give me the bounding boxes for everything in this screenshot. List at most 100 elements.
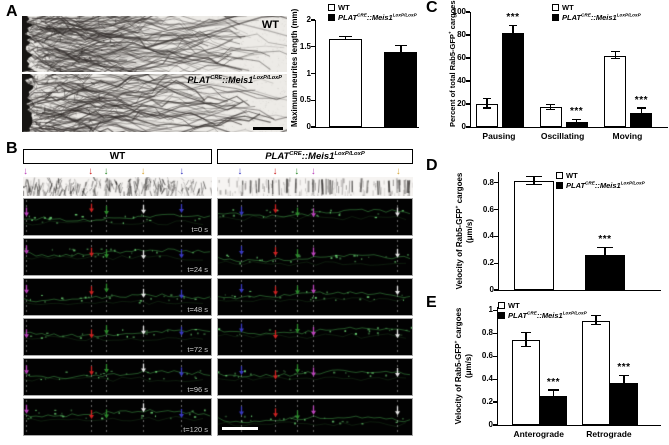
y-tick bbox=[494, 208, 498, 211]
y-tick-label: 1.5 bbox=[299, 41, 311, 51]
y-tick-label: 0.2 bbox=[482, 258, 494, 268]
error-bar-cap bbox=[520, 332, 532, 334]
timelapse-frame-mutant bbox=[217, 358, 413, 396]
legend-swatch-mutant-icon bbox=[328, 13, 335, 21]
significance-marker: *** bbox=[598, 234, 612, 246]
legend-label-mutant: PLATCRE::Meis1LoxP/LoxP bbox=[566, 180, 645, 190]
bar-wt bbox=[512, 340, 540, 425]
y-tick bbox=[311, 72, 315, 75]
y-tick bbox=[493, 401, 497, 403]
down-arrow-icon: ↓ bbox=[88, 166, 94, 177]
timelapse-frame-mutant bbox=[217, 198, 413, 236]
y-tick bbox=[493, 355, 497, 357]
y-tick bbox=[466, 57, 470, 59]
y-tick-label: 20 bbox=[457, 99, 466, 108]
legend-swatch-wt-icon bbox=[556, 172, 563, 180]
legend-swatch-wt-icon bbox=[552, 4, 559, 12]
micrograph-mutant: PLATCRE::Meis1LoxP/LoxP bbox=[22, 74, 287, 132]
legend: WT PLATCRE::Meis1LoxP/LoxP bbox=[328, 4, 417, 23]
y-tick bbox=[494, 262, 498, 264]
timelapse-frame-image bbox=[218, 279, 412, 315]
y-axis-label: Velocity of Rab5-GFP+ cargoes (μm/s) bbox=[454, 307, 473, 425]
y-tick bbox=[493, 378, 497, 380]
legend-item-wt: WT bbox=[556, 172, 645, 180]
y-tick-label: 0.8 bbox=[482, 177, 494, 187]
down-arrow-icon: ↓ bbox=[294, 166, 300, 177]
error-bar-cap bbox=[611, 51, 620, 53]
timelapse-frame-image bbox=[24, 399, 211, 435]
y-tick-label: 0 bbox=[461, 122, 466, 131]
error-bar-cap bbox=[339, 39, 352, 41]
bar-wt bbox=[604, 55, 627, 127]
y-tick bbox=[466, 126, 470, 128]
legend-item-mutant: PLATCRE::Meis1LoxP/LoxP bbox=[498, 310, 587, 320]
error-bar-cap bbox=[394, 44, 408, 46]
timelapse-frame-wt: t=72 s bbox=[23, 318, 212, 356]
down-arrow-icon: ↓ bbox=[237, 166, 243, 177]
error-bar bbox=[344, 37, 347, 41]
timelapse-frame-wt: t=48 s bbox=[23, 278, 212, 316]
timelapse-frame-image bbox=[24, 279, 211, 315]
y-tick bbox=[311, 19, 315, 21]
x-category-label: Anterograde bbox=[513, 429, 564, 439]
plot-area bbox=[315, 20, 419, 128]
error-bar bbox=[575, 120, 578, 125]
bar-mutant bbox=[610, 382, 638, 425]
legend-item-mutant: PLATCRE::Meis1LoxP/LoxP bbox=[556, 180, 645, 190]
error-bar-cap bbox=[597, 247, 613, 249]
error-bar bbox=[640, 108, 642, 118]
y-tick-label: 100 bbox=[452, 7, 466, 16]
y-tick-label: 0.6 bbox=[481, 351, 493, 361]
error-bar-cap bbox=[546, 108, 555, 110]
y-tick-label: 1 bbox=[488, 305, 493, 315]
legend-swatch-wt-icon bbox=[328, 4, 335, 12]
y-tick-label: 0.8 bbox=[481, 328, 493, 338]
panel-e-label: E bbox=[426, 294, 437, 311]
error-bar-cap bbox=[526, 184, 542, 186]
legend-label-wt: WT bbox=[562, 3, 574, 12]
plot-area: *** *** *** bbox=[470, 12, 668, 128]
time-label: t=72 s bbox=[187, 344, 208, 354]
x-category-label: Retrograde bbox=[586, 429, 632, 439]
error-bar-cap bbox=[590, 324, 602, 326]
time-label: t=120 s bbox=[183, 424, 208, 434]
legend-swatch-mutant-icon bbox=[552, 13, 559, 21]
timelapse-frame-wt: t=0 s bbox=[23, 198, 212, 236]
timelapse-frame-image bbox=[218, 319, 412, 355]
time-label: t=96 s bbox=[187, 384, 208, 394]
legend-item-mutant: PLATCRE::Meis1LoxP/LoxP bbox=[328, 12, 417, 22]
y-tick bbox=[494, 182, 498, 184]
y-tick-label: 0.6 bbox=[482, 204, 494, 214]
significance-marker: *** bbox=[506, 11, 520, 23]
kymograph-wt-image bbox=[23, 177, 212, 196]
error-bar bbox=[400, 45, 402, 59]
y-tick bbox=[493, 332, 497, 334]
down-arrow-icon: ↓ bbox=[140, 166, 146, 177]
legend-item-mutant: PLATCRE::Meis1LoxP/LoxP bbox=[552, 12, 641, 22]
time-label: t=24 s bbox=[187, 264, 208, 274]
y-tick-label: 80 bbox=[457, 30, 466, 39]
y-tick bbox=[466, 11, 470, 13]
significance-marker: *** bbox=[569, 106, 584, 118]
error-bar bbox=[552, 390, 554, 403]
timelapse-frame-mutant bbox=[217, 238, 413, 276]
timelapse-frame-wt: t=24 s bbox=[23, 238, 212, 276]
kymograph-mutant bbox=[217, 177, 413, 196]
y-tick bbox=[493, 424, 497, 426]
panel-c-label: C bbox=[426, 0, 438, 16]
legend-swatch-wt-icon bbox=[498, 302, 505, 310]
y-tick-label: 1 bbox=[306, 68, 311, 78]
error-bar bbox=[614, 52, 616, 60]
error-bar bbox=[595, 316, 597, 326]
micrograph-wt-image bbox=[22, 16, 287, 72]
y-tick-label: 0.4 bbox=[482, 231, 494, 241]
error-bar-cap bbox=[637, 116, 646, 118]
panel-b-header-wt: WT bbox=[23, 149, 212, 164]
error-bar-cap bbox=[546, 103, 555, 106]
error-bar-cap bbox=[597, 260, 613, 262]
legend-label-wt: WT bbox=[508, 301, 520, 310]
error-bar-cap bbox=[548, 389, 559, 391]
legend: WT PLATCRE::Meis1LoxP/LoxP bbox=[498, 302, 587, 321]
down-arrow-icon: ↓ bbox=[103, 166, 109, 177]
